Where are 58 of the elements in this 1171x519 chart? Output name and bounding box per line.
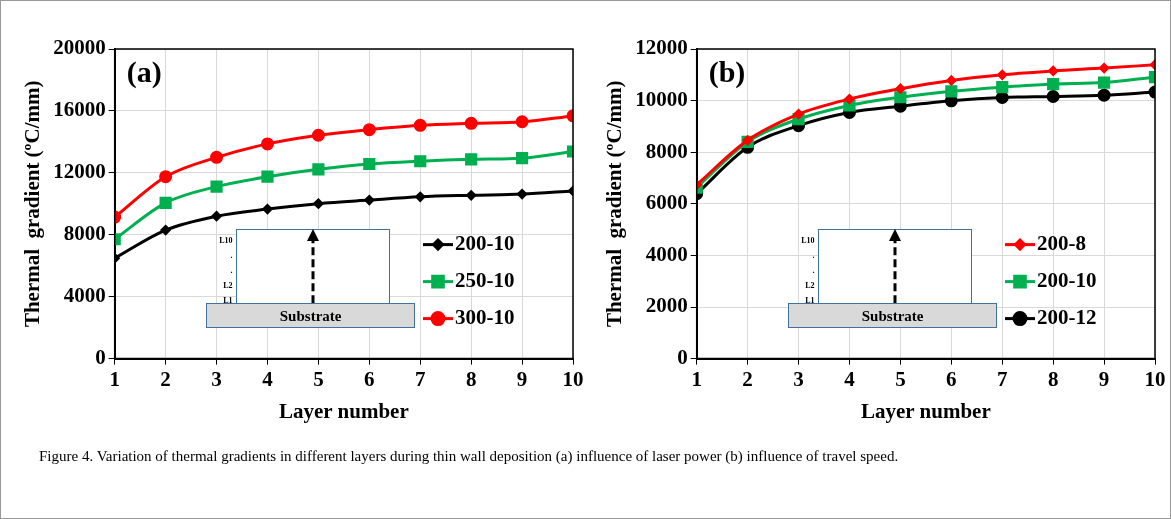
annotation: Substrate: [861, 307, 924, 324]
annotation: .: [230, 250, 233, 260]
x-tick-label: 10: [562, 366, 584, 391]
legend-label: 250-10: [455, 268, 515, 293]
y-tick-label: 20000: [53, 35, 106, 60]
x-tick-label: 9: [516, 366, 528, 391]
annotation: L1: [223, 295, 233, 305]
y-tick-label: 0: [677, 345, 688, 370]
annotation: Substrate: [279, 307, 342, 324]
annotation: .: [812, 250, 815, 260]
y-tick-label: 4000: [63, 283, 106, 308]
annotation: L2: [223, 280, 233, 290]
x-tick-label: 3: [211, 366, 222, 391]
x-tick-label: 2: [742, 366, 753, 391]
y-tick-label: 12000: [635, 35, 688, 60]
legend-label: 200-10: [1037, 268, 1097, 293]
x-tick-label: 10: [1144, 366, 1166, 391]
x-tick-label: 1: [109, 366, 120, 391]
x-tick-label: 5: [313, 366, 324, 391]
annotation: L10: [801, 235, 815, 245]
x-tick-label: 5: [895, 366, 906, 391]
x-tick-label: 8: [465, 366, 477, 391]
annotation: .: [230, 265, 233, 275]
chart-title: (b): [708, 54, 746, 89]
legend-label: 300-10: [455, 305, 515, 330]
annotation: L1: [805, 295, 815, 305]
x-tick-label: 2: [160, 366, 171, 391]
annotation: L2: [805, 280, 815, 290]
y-tick-label: 0: [95, 345, 106, 370]
y-tick-label: 8000: [63, 221, 106, 246]
x-tick-label: 9: [1098, 366, 1110, 391]
y-tick-label: 4000: [645, 241, 688, 266]
y-tick-label: 2000: [645, 293, 688, 318]
legend-label: 200-8: [1037, 231, 1086, 256]
x-tick-label: 6: [946, 366, 957, 391]
y-tick-label: 10000: [635, 87, 688, 112]
y-tick-label: 8000: [645, 138, 688, 163]
x-axis-title: Layer number: [279, 398, 409, 423]
legend-label: 200-10: [455, 231, 515, 256]
x-tick-label: 1: [691, 366, 702, 391]
x-tick-label: 4: [844, 366, 856, 391]
annotation: .: [812, 265, 815, 275]
y-axis-title: Thermal gradient (ºC/mm): [602, 80, 627, 328]
y-tick-label: 6000: [645, 190, 688, 215]
x-tick-label: 8: [1047, 366, 1059, 391]
y-tick-label: 12000: [53, 159, 106, 184]
y-tick-label: 16000: [53, 97, 106, 122]
annotation: L10: [219, 235, 233, 245]
legend-label: 200-12: [1037, 305, 1097, 330]
x-axis-title: Layer number: [861, 398, 991, 423]
y-axis-title: Thermal gradient (ºC/mm): [20, 80, 45, 328]
x-tick-label: 7: [414, 366, 426, 391]
x-tick-label: 4: [262, 366, 274, 391]
x-tick-label: 6: [364, 366, 375, 391]
chart-title: (a): [126, 54, 162, 89]
x-tick-label: 7: [996, 366, 1008, 391]
x-tick-label: 3: [793, 366, 804, 391]
caption: Figure 4. Variation of thermal gradients in different layers during thin wall deposition (a) influence of laser power (b) influence of travel speed.: [39, 447, 900, 466]
